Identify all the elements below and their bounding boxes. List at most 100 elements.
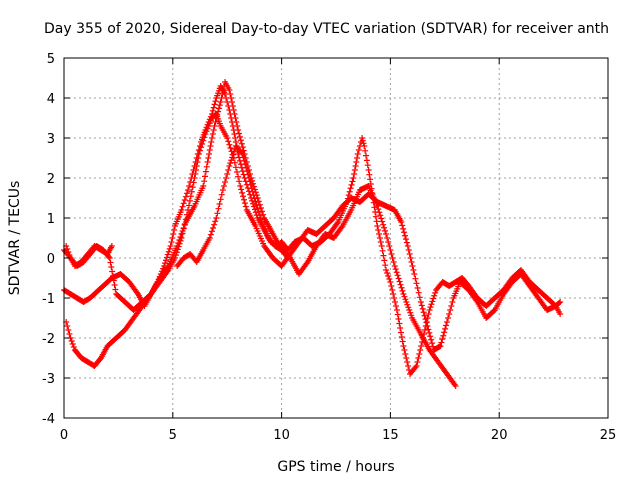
track-3-point <box>393 269 400 276</box>
track-4-point <box>108 243 115 249</box>
track-5-point <box>212 218 219 225</box>
track-1-point <box>165 248 172 255</box>
track-1-point <box>164 251 171 258</box>
track-1-point <box>405 363 412 369</box>
track-1-point <box>232 135 239 141</box>
track-2-point <box>403 239 410 246</box>
track-1-point <box>417 347 424 353</box>
track-4-point <box>65 249 72 255</box>
track-3-point <box>216 102 223 109</box>
track-3-point <box>217 99 224 105</box>
track-1-point <box>181 197 188 203</box>
track-1-point <box>162 260 169 267</box>
track-5-point <box>285 255 292 261</box>
track-2-point <box>203 128 210 135</box>
track-3-point <box>235 127 242 133</box>
track-1-point <box>361 143 368 149</box>
track-5-point <box>251 195 258 202</box>
track-2-point <box>235 173 242 180</box>
track-5-point <box>223 175 230 181</box>
track-3-point <box>391 263 398 269</box>
track-2-point <box>415 289 422 296</box>
track-2-point <box>233 169 240 175</box>
y-tick-label: 4 <box>47 92 55 107</box>
track-3-point <box>236 130 243 137</box>
track-2-point <box>205 123 212 129</box>
track-3-point <box>68 338 75 344</box>
track-3-point <box>256 201 263 208</box>
track-2-point <box>109 273 116 279</box>
track-2-point <box>224 135 231 141</box>
track-2-point <box>426 329 433 336</box>
track-2-point <box>440 332 447 339</box>
track-3-point <box>395 275 402 282</box>
track-3-point <box>178 231 185 237</box>
track-2-point <box>402 232 409 239</box>
track-2-point <box>410 267 417 273</box>
track-3-point <box>202 168 209 175</box>
track-3-point <box>213 115 220 121</box>
track-1-point <box>376 231 383 237</box>
track-5-point <box>222 179 229 185</box>
track-1-point <box>354 155 361 161</box>
track-3-point <box>398 284 405 291</box>
y-tick-label: 2 <box>47 172 55 187</box>
track-2-point <box>237 183 244 189</box>
track-3-point <box>202 173 209 180</box>
track-1-point <box>349 178 356 185</box>
track-3-point <box>379 218 386 225</box>
track-2-point <box>414 285 421 291</box>
track-1-point <box>166 245 173 252</box>
track-2-point <box>443 319 450 325</box>
track-1-point <box>350 175 357 181</box>
track-2-point <box>242 203 249 210</box>
track-1-point <box>395 316 402 322</box>
track-2-point <box>422 316 429 323</box>
track-2-point <box>106 255 113 261</box>
track-1-point <box>388 283 395 289</box>
track-1-point <box>171 227 178 233</box>
track-1-point <box>334 220 341 227</box>
track-3-point <box>215 108 222 115</box>
track-5-point <box>247 181 254 188</box>
track-2-point <box>185 202 192 209</box>
track-1-point <box>360 140 367 147</box>
track-1-point <box>183 190 190 197</box>
track-2-point <box>232 164 239 171</box>
track-2-point <box>449 299 456 305</box>
track-1-point <box>250 203 257 210</box>
track-3-point <box>207 143 214 149</box>
track-1-point <box>162 257 169 264</box>
track-3-point <box>229 103 236 109</box>
track-1-point <box>414 359 421 365</box>
track-2-point <box>239 189 246 196</box>
track-2-point <box>421 312 428 319</box>
track-2-point <box>225 138 232 145</box>
track-3-point <box>404 301 411 308</box>
track-1-point <box>404 359 411 365</box>
plot-frame <box>63 57 609 419</box>
track-3-point <box>400 291 407 297</box>
track-5-point <box>244 168 251 175</box>
track-1-point <box>374 223 381 229</box>
track-1-point <box>385 273 392 279</box>
track-1-point <box>364 162 371 169</box>
track-1-point <box>351 167 358 173</box>
track-2-point <box>109 268 116 275</box>
track-1-point <box>392 303 399 309</box>
track-2-point <box>420 309 427 316</box>
track-5-point <box>230 151 237 158</box>
track-1-point <box>185 187 192 193</box>
track-3-point <box>220 87 227 93</box>
track-2-point <box>405 247 412 253</box>
track-1-point <box>365 167 372 173</box>
track-1-point <box>382 262 389 269</box>
track-5-point <box>249 188 256 195</box>
track-3-point <box>381 224 388 231</box>
track-2-point <box>398 219 405 225</box>
track-2-point <box>404 243 411 249</box>
track-3-point <box>396 278 403 285</box>
y-tick-label: 0 <box>47 252 55 267</box>
track-1-point <box>390 291 397 297</box>
